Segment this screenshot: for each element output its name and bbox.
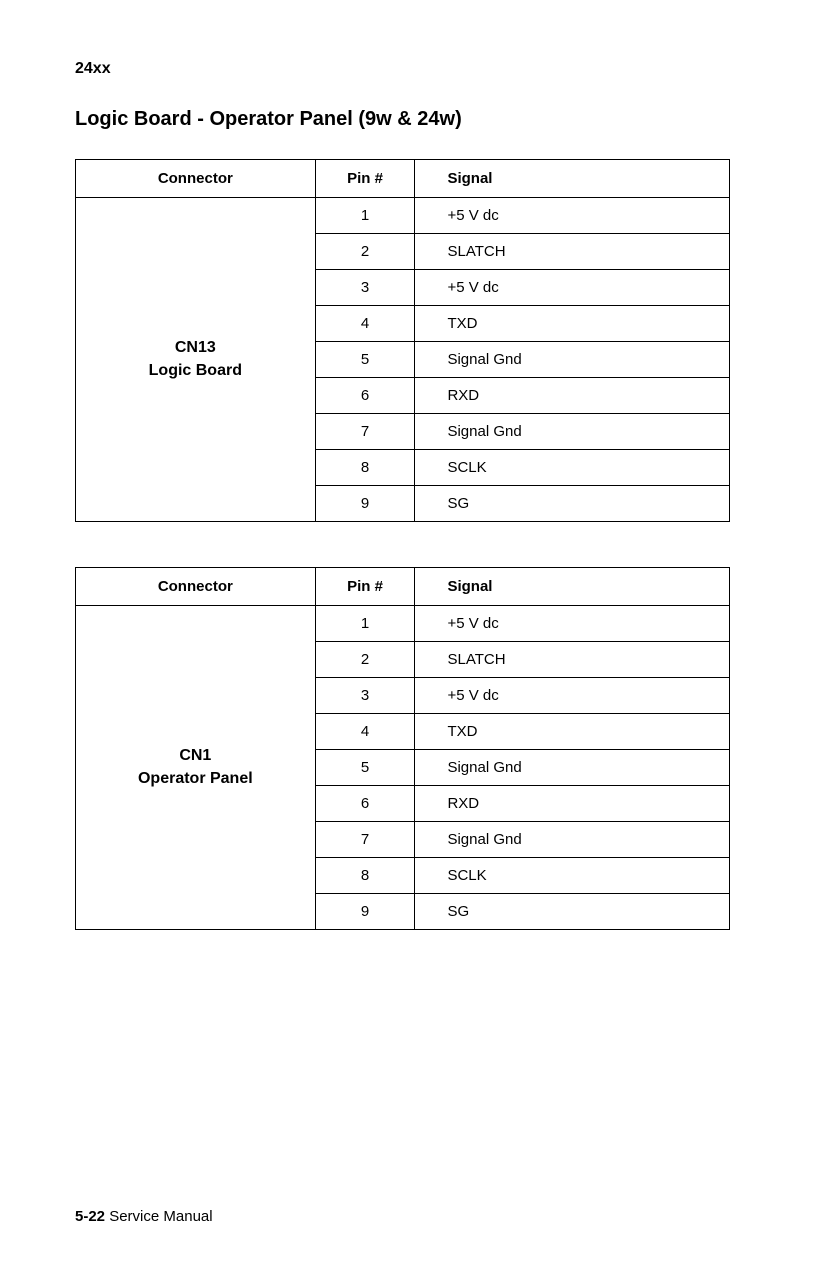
signal-cell: TXD: [415, 306, 730, 342]
signal-cell: +5 V dc: [415, 606, 730, 642]
signal-cell: SG: [415, 486, 730, 522]
pin-cell: 9: [315, 486, 415, 522]
col-header-signal: Signal: [415, 160, 730, 198]
page-footer: 5-22 Service Manual: [75, 1208, 213, 1225]
connector-cell: CN1 Operator Panel: [76, 606, 316, 930]
connector-cell: CN13 Logic Board: [76, 198, 316, 522]
pin-cell: 4: [315, 306, 415, 342]
pinout-table-cn13: Connector Pin # Signal CN13 Logic Board …: [75, 159, 730, 522]
signal-cell: Signal Gnd: [415, 822, 730, 858]
pinout-table-cn1: Connector Pin # Signal CN1 Operator Pane…: [75, 567, 730, 930]
signal-cell: Signal Gnd: [415, 414, 730, 450]
col-header-connector: Connector: [76, 160, 316, 198]
signal-cell: RXD: [415, 786, 730, 822]
signal-cell: SLATCH: [415, 234, 730, 270]
pin-cell: 7: [315, 822, 415, 858]
connector-id: CN13: [175, 339, 216, 356]
connector-desc: Logic Board: [149, 362, 242, 379]
signal-cell: +5 V dc: [415, 678, 730, 714]
page-number: 5-22: [75, 1208, 105, 1225]
pin-cell: 8: [315, 858, 415, 894]
signal-cell: TXD: [415, 714, 730, 750]
signal-cell: RXD: [415, 378, 730, 414]
signal-cell: +5 V dc: [415, 198, 730, 234]
pin-cell: 1: [315, 198, 415, 234]
pin-cell: 5: [315, 342, 415, 378]
signal-cell: +5 V dc: [415, 270, 730, 306]
col-header-pin: Pin #: [315, 160, 415, 198]
section-title: Logic Board - Operator Panel (9w & 24w): [75, 108, 750, 131]
pin-cell: 3: [315, 678, 415, 714]
signal-cell: SLATCH: [415, 642, 730, 678]
connector-id: CN1: [179, 747, 211, 764]
pin-cell: 6: [315, 378, 415, 414]
pin-cell: 6: [315, 786, 415, 822]
signal-cell: Signal Gnd: [415, 750, 730, 786]
table-header-row: Connector Pin # Signal: [76, 568, 730, 606]
pin-cell: 2: [315, 234, 415, 270]
pin-cell: 7: [315, 414, 415, 450]
connector-desc: Operator Panel: [138, 770, 253, 787]
pin-cell: 4: [315, 714, 415, 750]
model-header: 24xx: [75, 60, 750, 78]
pin-cell: 2: [315, 642, 415, 678]
table-row: CN1 Operator Panel 1 +5 V dc: [76, 606, 730, 642]
col-header-pin: Pin #: [315, 568, 415, 606]
pin-cell: 3: [315, 270, 415, 306]
table-header-row: Connector Pin # Signal: [76, 160, 730, 198]
pin-cell: 9: [315, 894, 415, 930]
table-row: CN13 Logic Board 1 +5 V dc: [76, 198, 730, 234]
signal-cell: SG: [415, 894, 730, 930]
footer-label: Service Manual: [109, 1208, 212, 1225]
signal-cell: SCLK: [415, 858, 730, 894]
pin-cell: 5: [315, 750, 415, 786]
col-header-signal: Signal: [415, 568, 730, 606]
pin-cell: 8: [315, 450, 415, 486]
col-header-connector: Connector: [76, 568, 316, 606]
signal-cell: Signal Gnd: [415, 342, 730, 378]
signal-cell: SCLK: [415, 450, 730, 486]
pin-cell: 1: [315, 606, 415, 642]
